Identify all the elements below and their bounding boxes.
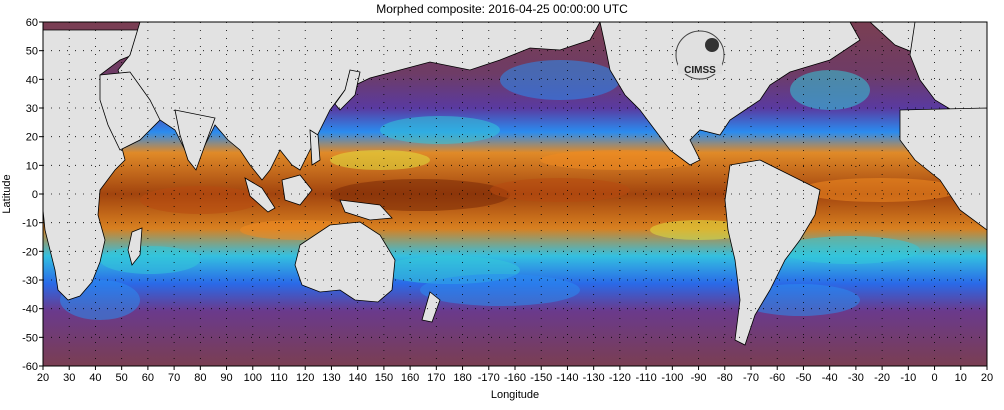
philippines-landmass: [309, 129, 321, 166]
y-tick-label: -10: [22, 218, 38, 230]
x-tick-label: -120: [609, 372, 631, 384]
x-tick-label: -160: [504, 372, 526, 384]
y-tick-label: 10: [26, 160, 38, 172]
x-axis-title: Longitude: [491, 389, 539, 401]
x-tick-label: -170: [478, 372, 500, 384]
moisture-blob: [740, 284, 860, 316]
japan-landmass: [334, 69, 361, 111]
x-tick-label: -40: [822, 372, 838, 384]
landmass-layer: [43, 22, 987, 346]
x-tick-label: 10: [955, 372, 967, 384]
moisture-texture: [60, 60, 960, 320]
x-tick-label: 120: [296, 372, 314, 384]
x-tick-label: 170: [427, 372, 445, 384]
x-tick-label: 130: [322, 372, 340, 384]
y-axis-title: Latitude: [1, 174, 13, 213]
graticule-grid: [43, 22, 987, 366]
y-tick-label: -40: [22, 304, 38, 316]
y-tick-label: 50: [26, 46, 38, 58]
x-tick-label: 0: [931, 372, 937, 384]
x-tick-label: 40: [89, 372, 101, 384]
x-tick-label: -100: [661, 372, 683, 384]
x-tick-label: 90: [220, 372, 232, 384]
x-tick-label: 20: [981, 372, 993, 384]
moisture-blob: [420, 274, 580, 306]
y-tick-label: 40: [26, 74, 38, 86]
x-tick-label: -150: [530, 372, 552, 384]
y-tick-label: -50: [22, 332, 38, 344]
south-america-landmass: [724, 159, 821, 346]
y-tick-label: -20: [22, 246, 38, 258]
borneo-landmass: [281, 174, 313, 206]
y-axis-ticks: 60 50 40 30 20 10 0 -10 -20 -30 -40 -50 -60: [22, 17, 43, 373]
y-tick-label: 30: [26, 103, 38, 115]
india-landmass: [174, 109, 216, 171]
x-tick-label: 180: [453, 372, 471, 384]
x-tick-label: 30: [63, 372, 75, 384]
x-tick-label: -70: [743, 372, 759, 384]
x-tick-label: 110: [270, 372, 288, 384]
moisture-blob: [330, 150, 430, 170]
africa-landmass: [43, 29, 146, 301]
moisture-blob: [790, 70, 870, 110]
x-tick-label: 100: [244, 372, 262, 384]
west-africa-landmass: [899, 107, 987, 231]
madagascar-landmass: [127, 227, 143, 266]
plot-area: [43, 22, 987, 366]
australia-landmass: [294, 221, 396, 303]
arabia-landmass: [99, 71, 161, 151]
x-tick-label: -110: [636, 372, 657, 384]
x-tick-label: 50: [116, 372, 128, 384]
moisture-blob: [380, 116, 500, 144]
logo-text: CIMSS: [684, 65, 716, 76]
moisture-blob: [650, 220, 750, 240]
x-tick-label: -60: [769, 372, 785, 384]
x-tick-label: 140: [348, 372, 366, 384]
moisture-blob: [780, 236, 920, 264]
x-tick-label: 70: [168, 372, 180, 384]
moisture-blob: [500, 60, 620, 100]
x-tick-label: 80: [194, 372, 206, 384]
x-tick-label: -30: [848, 372, 864, 384]
y-tick-label: 0: [32, 189, 38, 201]
map-title: Morphed composite: 2016-04-25 00:00:00 U…: [376, 2, 628, 16]
x-axis-ticks: 20 30 40 50 60 70 80 90 100 110 120 130 140 150 160 170…: [37, 366, 993, 384]
new-guinea-landmass: [339, 199, 393, 221]
x-tick-label: -80: [717, 372, 733, 384]
moisture-blob: [330, 179, 510, 211]
north-america-landmass: [599, 22, 861, 166]
x-tick-label: -50: [795, 372, 811, 384]
x-tick-label: 150: [375, 372, 393, 384]
x-tick-label: -90: [691, 372, 707, 384]
sumatra-landmass: [244, 177, 276, 213]
y-tick-label: 60: [26, 17, 38, 29]
y-tick-label: -30: [22, 275, 38, 287]
moisture-blob: [800, 178, 960, 202]
moisture-blob: [140, 186, 260, 214]
x-tick-label: -140: [556, 372, 578, 384]
cimss-logo: CIMSS: [675, 30, 725, 80]
x-tick-label: -130: [583, 372, 605, 384]
x-tick-label: -10: [900, 372, 916, 384]
moisture-blob: [490, 178, 630, 202]
europe-landmass: [909, 22, 987, 116]
x-tick-label: 60: [142, 372, 154, 384]
y-tick-label: -60: [22, 361, 38, 373]
x-tick-label: 160: [401, 372, 419, 384]
moisture-blob: [100, 246, 200, 274]
new-zealand-landmass: [421, 291, 441, 323]
y-tick-label: 20: [26, 132, 38, 144]
x-tick-label: 20: [37, 372, 49, 384]
x-tick-label: -20: [874, 372, 890, 384]
